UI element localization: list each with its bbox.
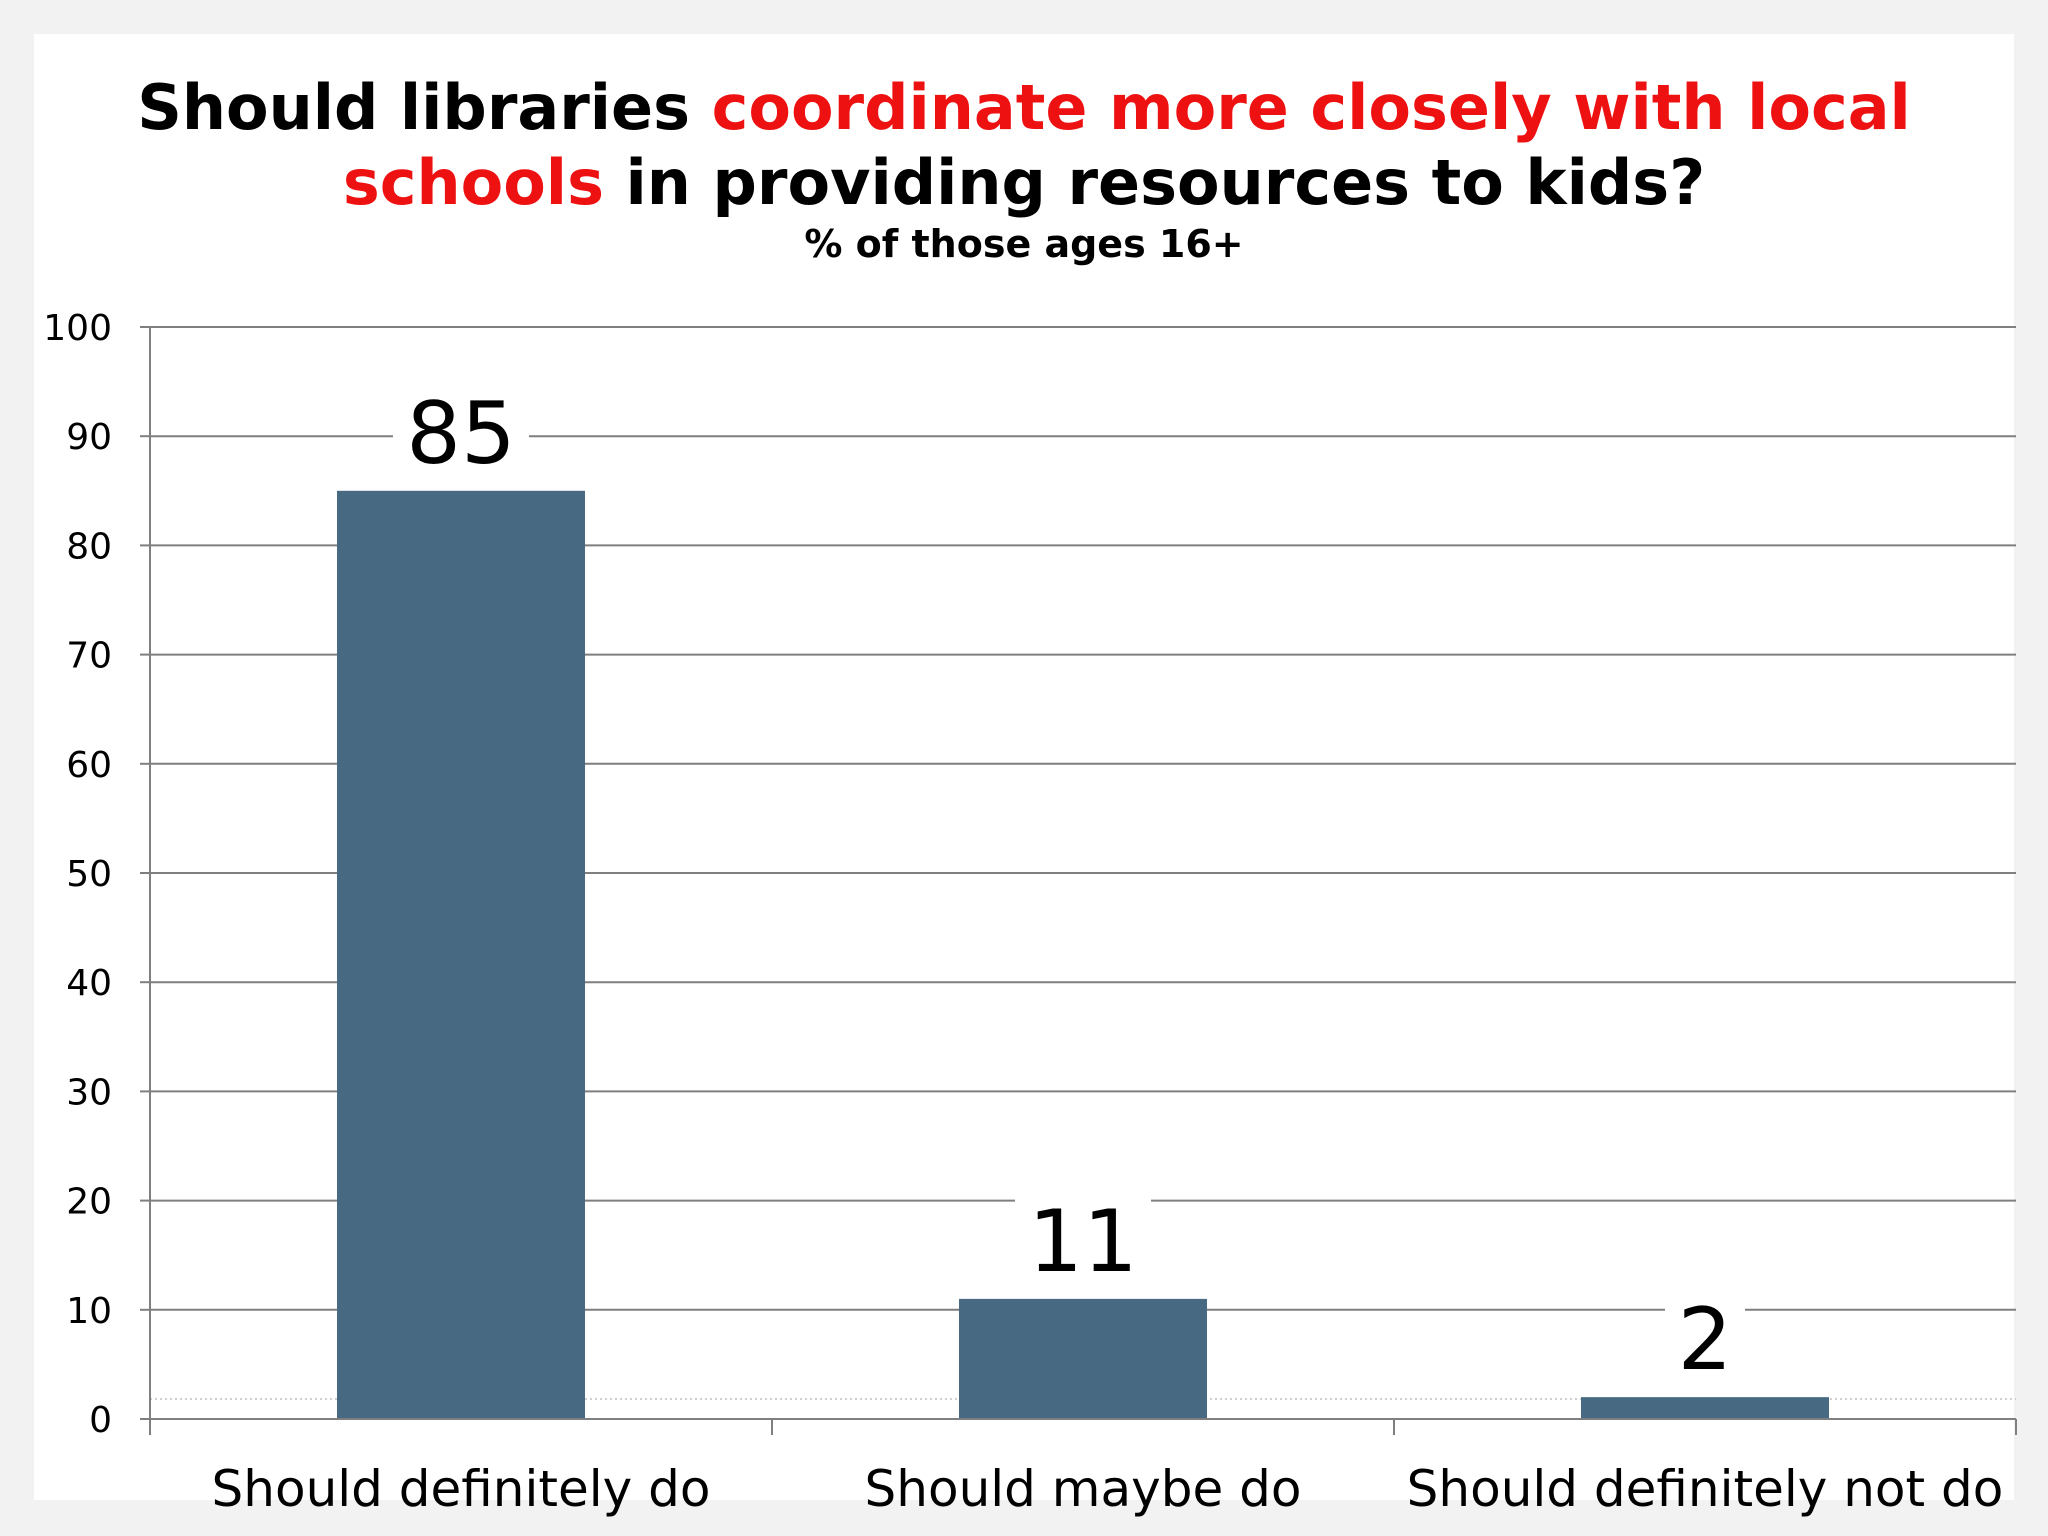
- bar: [337, 490, 585, 1419]
- data-label: 85: [406, 384, 515, 484]
- data-label-background: [1015, 1198, 1151, 1283]
- data-label: 11: [1028, 1192, 1137, 1292]
- bar: [959, 1298, 1207, 1419]
- chart-title-line-1: Should libraries coordinate more closely…: [0, 68, 2048, 148]
- y-tick-label: 60: [66, 745, 112, 786]
- data-label: 2: [1678, 1290, 1733, 1390]
- y-tick-label: 80: [66, 526, 112, 567]
- chart-subtitle: % of those ages 16+: [804, 222, 1244, 266]
- chart-title-line-2: schools in providing resources to kids?: [0, 143, 2048, 223]
- y-tick-label: 100: [43, 308, 112, 349]
- y-axis-ticks: 0 10 20 30 40 50 60 70 80 90 100: [43, 308, 150, 1441]
- data-label-background: [393, 390, 529, 475]
- data-labels: 85 11 2: [393, 384, 1745, 1390]
- category-label: Should definitely do: [212, 1460, 711, 1518]
- title-text-highlight: coordinate more closely with local: [711, 71, 1911, 144]
- data-label-background: [1665, 1297, 1745, 1382]
- title-text-plain: Should libraries: [137, 71, 712, 144]
- y-tick-label: 30: [66, 1072, 112, 1113]
- category-label: Should maybe do: [865, 1460, 1302, 1518]
- y-tick-label: 90: [66, 417, 112, 458]
- bars: [337, 490, 1829, 1419]
- y-tick-label: 10: [66, 1291, 112, 1332]
- category-label: Should definitely not do: [1407, 1460, 2004, 1518]
- title-text-highlight-2: schools: [342, 146, 604, 219]
- y-tick-label: 0: [89, 1400, 112, 1441]
- y-tick-label: 20: [66, 1182, 112, 1223]
- title-text-plain-2: in providing resources to kids?: [603, 146, 1706, 219]
- axes: [149, 327, 2017, 1435]
- y-tick-label: 70: [66, 636, 112, 677]
- category-labels: Should definitely do Should maybe do Shoul…: [212, 1460, 2004, 1518]
- y-tick-label: 40: [66, 963, 112, 1004]
- bar: [1581, 1397, 1829, 1419]
- y-tick-label: 50: [66, 854, 112, 895]
